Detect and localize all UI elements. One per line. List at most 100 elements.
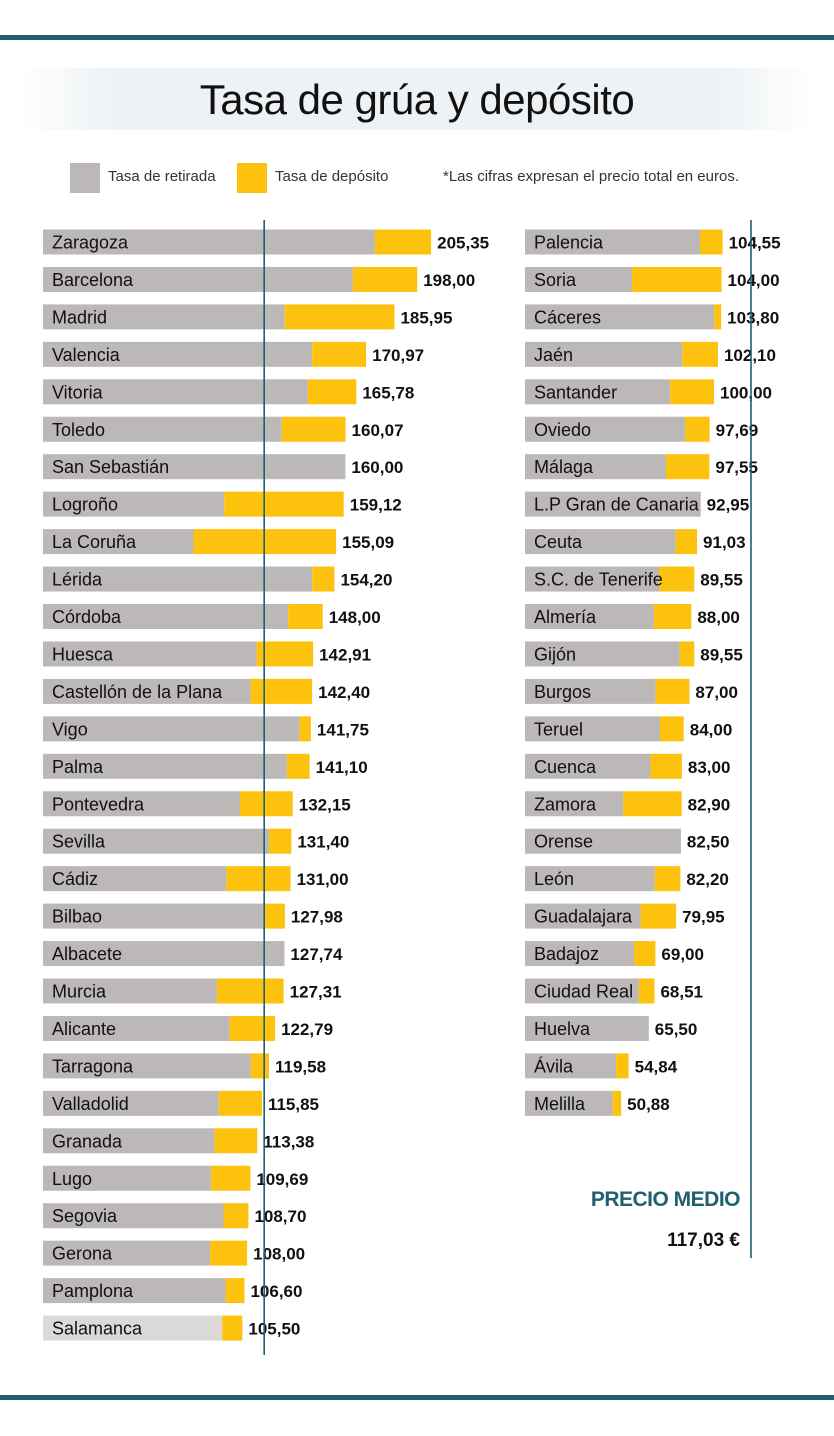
bar-deposito-alicante bbox=[229, 1015, 276, 1041]
value-label: 108,70 bbox=[254, 1207, 306, 1226]
value-label: 50,88 bbox=[627, 1095, 670, 1114]
city-label: Toledo bbox=[52, 420, 105, 440]
value-label: 205,35 bbox=[437, 234, 489, 253]
value-label: 82,50 bbox=[687, 833, 730, 852]
value-label: 154,20 bbox=[340, 571, 392, 590]
bar-deposito-melilla bbox=[612, 1090, 622, 1116]
city-label: Gerona bbox=[52, 1244, 113, 1264]
city-label: Sevilla bbox=[52, 832, 106, 852]
value-label: 148,00 bbox=[329, 608, 381, 627]
city-label: Oviedo bbox=[534, 420, 591, 440]
bar-retirada-zamora bbox=[525, 791, 624, 817]
city-label: Vitoria bbox=[52, 382, 104, 402]
city-label: Valladolid bbox=[52, 1094, 129, 1114]
value-label: 119,58 bbox=[275, 1057, 326, 1076]
value-label: 131,00 bbox=[297, 870, 349, 889]
bar-deposito-almer-a bbox=[653, 604, 692, 629]
city-label: Melilla bbox=[534, 1094, 586, 1114]
bar-retirada-castell-n-de-la-plana bbox=[43, 678, 251, 704]
city-label: Almería bbox=[534, 607, 597, 627]
bar-retirada-pamplona bbox=[43, 1278, 226, 1304]
city-label: Tarragona bbox=[52, 1056, 134, 1076]
city-label: Madrid bbox=[52, 307, 107, 327]
value-label: 122,79 bbox=[281, 1020, 333, 1039]
bar-retirada-logro-o bbox=[43, 491, 225, 517]
city-label: Jaén bbox=[534, 345, 573, 365]
value-label: 54,84 bbox=[635, 1057, 678, 1076]
value-label: 83,00 bbox=[688, 758, 731, 777]
bar-deposito-badajoz bbox=[634, 941, 656, 967]
city-label: Lugo bbox=[52, 1169, 92, 1189]
bar-retirada-oviedo bbox=[525, 416, 686, 442]
value-label: 105,50 bbox=[248, 1320, 300, 1339]
bar-retirada-gij-n bbox=[525, 641, 680, 667]
bar-deposito-c-diz bbox=[226, 866, 291, 892]
value-label: 104,55 bbox=[729, 234, 781, 253]
city-label: Huesca bbox=[52, 644, 114, 664]
bar-deposito-l-rida bbox=[312, 566, 335, 592]
bar-deposito-salamanca bbox=[222, 1315, 243, 1341]
city-label: Bilbao bbox=[52, 907, 102, 927]
city-label: Murcia bbox=[52, 982, 107, 1002]
bar-deposito-pamplona bbox=[225, 1278, 245, 1304]
city-label: Valencia bbox=[52, 345, 121, 365]
bar-retirada-c-diz bbox=[43, 866, 227, 892]
bar-deposito-vigo bbox=[299, 716, 311, 742]
bar-retirada-valencia bbox=[43, 341, 313, 367]
bar-retirada-toledo bbox=[43, 416, 282, 442]
bar-retirada-l-p-gran-de-canaria bbox=[525, 491, 701, 517]
city-label: Granada bbox=[52, 1131, 123, 1151]
city-label: Badajoz bbox=[534, 944, 599, 964]
bar-retirada-c-ceres bbox=[525, 304, 715, 330]
value-label: 132,15 bbox=[299, 795, 351, 814]
bar-retirada-valladolid bbox=[43, 1090, 219, 1116]
bar-retirada-huesca bbox=[43, 641, 257, 667]
bar-retirada-segovia bbox=[43, 1203, 224, 1229]
city-label: Castellón de la Plana bbox=[52, 682, 223, 702]
bar-retirada-alicante bbox=[43, 1015, 230, 1041]
city-label: Vigo bbox=[52, 719, 88, 739]
value-label: 142,91 bbox=[319, 645, 371, 664]
bar-deposito-segovia bbox=[223, 1203, 249, 1229]
bar-retirada-c-rdoba bbox=[43, 604, 289, 629]
value-label: 131,40 bbox=[297, 833, 349, 852]
bar-deposito-gij-n bbox=[679, 641, 695, 667]
bar-deposito-c-ceres bbox=[714, 304, 722, 330]
city-label: Segovia bbox=[52, 1206, 118, 1226]
value-label: 97,55 bbox=[715, 458, 758, 477]
bar-deposito-lugo bbox=[211, 1165, 251, 1191]
bar-deposito-s-c-de-tenerife bbox=[659, 566, 695, 592]
bar-deposito-castell-n-de-la-plana bbox=[250, 678, 313, 704]
value-label: 160,07 bbox=[352, 421, 404, 440]
bar-deposito-valladolid bbox=[218, 1090, 262, 1116]
bar-retirada-gerona bbox=[43, 1240, 211, 1266]
city-label: Guadalajara bbox=[534, 907, 633, 927]
value-label: 141,10 bbox=[316, 758, 368, 777]
bar-deposito-vitoria bbox=[307, 379, 357, 405]
city-label: La Coruña bbox=[52, 532, 137, 552]
value-label: 89,55 bbox=[700, 645, 743, 664]
bar-deposito-burgos bbox=[655, 678, 690, 704]
bar-retirada-madrid bbox=[43, 304, 285, 330]
bar-retirada-almer-a bbox=[525, 604, 654, 629]
value-label: 185,95 bbox=[400, 308, 452, 327]
bar-retirada-tarragona bbox=[43, 1053, 251, 1079]
city-label: Ávila bbox=[534, 1056, 574, 1076]
city-label: Pamplona bbox=[52, 1281, 134, 1301]
value-label: 127,74 bbox=[290, 945, 343, 964]
bar-deposito-c-rdoba bbox=[288, 604, 323, 629]
value-label: 170,97 bbox=[372, 346, 424, 365]
value-label: 89,55 bbox=[700, 571, 743, 590]
bar-deposito-valencia bbox=[312, 341, 367, 367]
bar-retirada-zaragoza bbox=[43, 229, 375, 255]
bar-deposito-logro-o bbox=[224, 491, 344, 517]
value-label: 113,38 bbox=[263, 1132, 314, 1151]
value-label: 68,51 bbox=[660, 983, 703, 1002]
bar-deposito-oviedo bbox=[685, 416, 710, 442]
city-label: Ceuta bbox=[534, 532, 583, 552]
value-label: 102,10 bbox=[724, 346, 776, 365]
city-label: Córdoba bbox=[52, 607, 122, 627]
legend-label-deposito: Tasa de depósito bbox=[275, 168, 389, 185]
bar-retirada-bilbao bbox=[43, 903, 264, 929]
city-label: Santander bbox=[534, 382, 617, 402]
